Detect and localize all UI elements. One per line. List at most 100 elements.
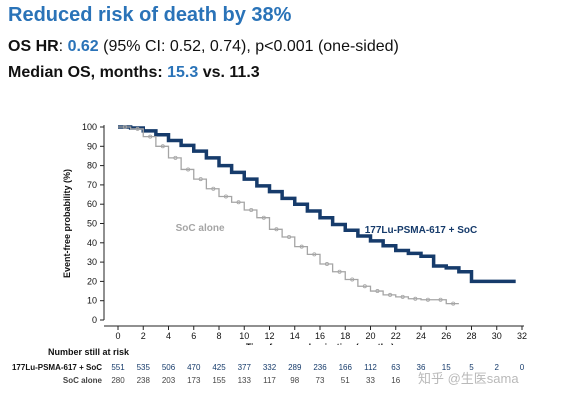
x-tick-label: 32 — [517, 331, 527, 341]
soc-censor-mark — [160, 144, 165, 149]
risk-count: 73 — [315, 376, 325, 385]
y-tick-label: 10 — [87, 296, 97, 306]
soc-censor-mark — [236, 200, 241, 205]
x-tick-label: 10 — [239, 331, 249, 341]
x-tick-label: 2 — [141, 331, 146, 341]
risk-count: 551 — [111, 363, 125, 372]
risk-count: 36 — [416, 363, 426, 372]
x-tick-label: 24 — [416, 331, 426, 341]
x-tick-label: 16 — [315, 331, 325, 341]
os-hr-value: 0.62 — [67, 38, 99, 55]
annotation-soc-alone: SoC alone — [176, 223, 225, 234]
x-tick-label: 18 — [340, 331, 350, 341]
risk-count: 236 — [313, 363, 327, 372]
median-os-sep: : — [157, 64, 168, 81]
y-tick-label: 50 — [87, 219, 97, 229]
watermark: 知乎 @生医sama — [418, 371, 519, 386]
x-axis-title: Time from randomization (months) — [246, 342, 394, 345]
risk-count: 112 — [364, 363, 377, 372]
y-tick-label: 100 — [82, 122, 97, 132]
risk-count: 2 — [494, 363, 499, 372]
risk-row-label-lu-psma: 177Lu-PSMA-617 + SoC — [11, 363, 102, 372]
lu-psma-curve — [118, 125, 516, 284]
soc-censor-mark — [438, 297, 443, 302]
median-os-a: 15.3 — [167, 64, 199, 81]
soc-censor-mark — [198, 177, 203, 182]
soc-censor-mark — [324, 262, 329, 267]
risk-count: 332 — [262, 363, 277, 372]
median-os-label: Median OS, months — [8, 64, 158, 81]
risk-count: 470 — [187, 363, 201, 372]
x-tick-label: 12 — [264, 331, 274, 341]
x-tick-label: 6 — [191, 331, 196, 341]
soc-censor-mark — [223, 194, 228, 199]
y-tick-label: 0 — [92, 315, 97, 325]
y-tick-label: 80 — [87, 161, 97, 171]
risk-count: 51 — [340, 376, 350, 385]
y-tick-label: 70 — [87, 180, 97, 190]
soc-censor-mark — [173, 155, 178, 160]
soc-alone-curve — [118, 126, 459, 305]
soc-censor-mark — [388, 292, 393, 297]
risk-count: 16 — [391, 376, 401, 385]
risk-count: 238 — [136, 376, 150, 385]
y-tick-label: 30 — [87, 257, 97, 267]
x-tick-label: 8 — [216, 331, 221, 341]
soc-censor-mark — [299, 244, 304, 249]
risk-count: 5 — [469, 363, 474, 372]
soc-censor-mark — [425, 297, 430, 302]
soc-censor-mark — [261, 215, 266, 220]
risk-count: 98 — [290, 376, 300, 385]
x-tick-label: 22 — [391, 331, 401, 341]
x-tick-label: 30 — [492, 331, 502, 341]
y-tick-label: 90 — [87, 141, 97, 151]
risk-count: 15 — [441, 363, 451, 372]
soc-censor-mark — [413, 296, 418, 301]
risk-count: 173 — [187, 376, 201, 385]
soc-censor-mark — [451, 301, 456, 306]
risk-count: 117 — [263, 376, 276, 385]
x-tick-label: 26 — [441, 331, 451, 341]
headline: Reduced risk of death by 38% — [8, 4, 292, 26]
os-hr-sep: : — [58, 38, 68, 55]
y-axis-title: Event-free probability (%) — [62, 169, 72, 278]
x-tick-label: 0 — [115, 331, 120, 341]
risk-count: 425 — [212, 363, 226, 372]
soc-censor-mark — [135, 126, 140, 131]
os-hr-line: OS HR: 0.62 (95% CI: 0.52, 0.74), p<0.00… — [8, 38, 399, 56]
risk-count: 203 — [161, 376, 176, 385]
soc-censor-mark — [186, 167, 191, 172]
soc-censor-mark — [249, 207, 254, 212]
risk-count: 63 — [391, 363, 401, 372]
risk-count: 280 — [111, 376, 125, 385]
risk-count: 133 — [237, 376, 251, 385]
risk-count: 506 — [161, 363, 176, 372]
risk-count: 377 — [237, 363, 251, 372]
risk-table-title: Number still at risk — [48, 347, 130, 357]
soc-censor-mark — [362, 284, 367, 289]
x-tick-label: 28 — [466, 331, 476, 341]
soc-censor-mark — [274, 227, 279, 232]
y-tick-label: 20 — [87, 276, 97, 286]
risk-count: 166 — [338, 363, 352, 372]
median-os-line: Median OS, months: 15.3 vs. 11.3 — [8, 64, 260, 82]
soc-censor-mark — [287, 235, 292, 240]
soc-censor-mark — [400, 294, 405, 299]
soc-censor-mark — [148, 134, 153, 139]
risk-count: 155 — [212, 376, 226, 385]
y-tick-label: 60 — [87, 199, 97, 209]
risk-count: 0 — [519, 363, 525, 372]
x-tick-label: 20 — [365, 331, 375, 341]
os-hr-rest: (95% CI: 0.52, 0.74), p<0.001 (one-sided… — [98, 38, 399, 55]
median-os-b: 11.3 — [229, 64, 260, 81]
risk-count: 289 — [288, 363, 302, 372]
soc-censor-mark — [337, 269, 342, 274]
os-hr-label: OS HR — [8, 38, 59, 55]
annotation-lu-psma: 177Lu-PSMA-617 + SoC — [365, 225, 478, 236]
x-tick-label: 14 — [290, 331, 300, 341]
soc-censor-mark — [122, 125, 127, 130]
soc-censor-mark — [375, 289, 380, 294]
soc-censor-mark — [211, 186, 216, 191]
soc-censor-mark — [312, 252, 317, 257]
